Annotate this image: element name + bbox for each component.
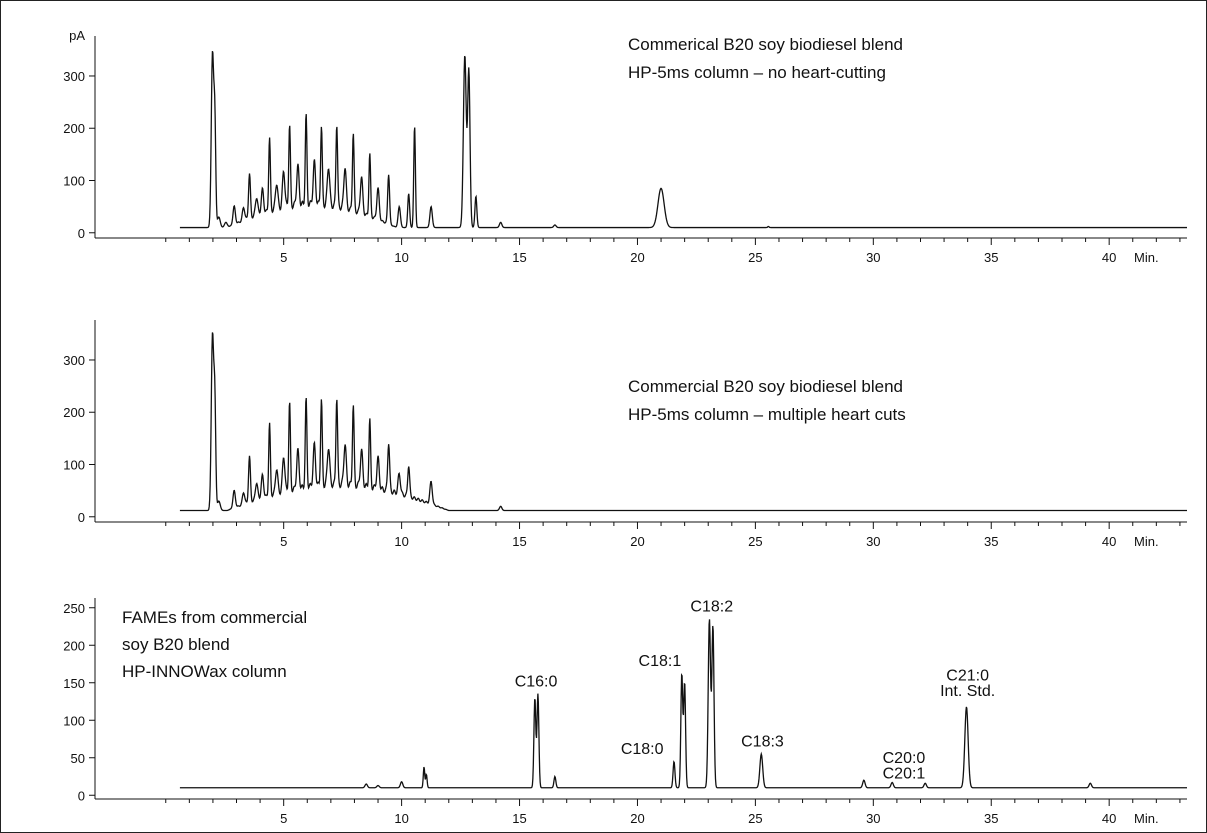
x-tick-label: 40 <box>1102 250 1116 265</box>
y-tick-label: 100 <box>63 174 85 189</box>
y-tick-label: 100 <box>63 458 85 473</box>
panel-annotation: soy B20 blend <box>122 635 230 654</box>
x-tick-label: 25 <box>748 534 762 549</box>
x-tick-label: 5 <box>280 250 287 265</box>
panel-annotation: HP-5ms column – no heart-cutting <box>628 63 886 82</box>
x-tick-label: 10 <box>394 250 408 265</box>
x-tick-label: 30 <box>866 250 880 265</box>
chromatogram-panel-1: 0 100 200 300 pA 5 10 15 20 25 30 35 40 Min. Commerica… <box>63 28 1187 265</box>
y-tick-label: 300 <box>63 353 85 368</box>
x-unit-label: Min. <box>1134 250 1159 265</box>
y-tick-label: 300 <box>63 69 85 84</box>
x-tick-label: 35 <box>984 534 998 549</box>
x-tick-label: 35 <box>984 811 998 826</box>
signal-trace-3 <box>179 619 1187 789</box>
panel-annotation: Commerical B20 soy biodiesel blend <box>628 35 903 54</box>
panel-annotation: HP-INNOWax column <box>122 662 287 681</box>
y-tick-label: 0 <box>78 510 85 525</box>
y-tick-label: 0 <box>78 788 85 803</box>
x-tick-label: 25 <box>748 250 762 265</box>
signal-trace-1 <box>179 50 1187 229</box>
y-tick-label: 200 <box>63 405 85 420</box>
x-tick-label: 20 <box>630 534 644 549</box>
peak-label-c20-0: C20:0 <box>883 750 926 767</box>
peak-label-c20-1: C20:1 <box>883 766 926 783</box>
y-tick-label: 200 <box>63 121 85 136</box>
peak-label-c16-0: C16:0 <box>515 673 558 690</box>
x-unit-label: Min. <box>1134 534 1159 549</box>
x-tick-label: 40 <box>1102 534 1116 549</box>
peak-label-int-std: Int. Std. <box>940 683 995 700</box>
x-unit-label: Min. <box>1134 811 1159 826</box>
y-tick-label: 250 <box>63 601 85 616</box>
peak-label-c18-3: C18:3 <box>741 733 784 750</box>
x-tick-label: 15 <box>512 250 526 265</box>
x-tick-label: 10 <box>394 811 408 826</box>
peak-label-c18-2: C18:2 <box>690 598 733 615</box>
y-tick-label: 0 <box>78 226 85 241</box>
chromatogram-panel-3: 0 50 100 150 200 250 5 10 15 20 25 30 35 40 Min. FAMEs … <box>63 598 1187 826</box>
y-tick-label: 100 <box>63 713 85 728</box>
x-tick-label: 20 <box>630 250 644 265</box>
x-tick-label: 5 <box>280 811 287 826</box>
panel-annotation: FAMEs from commercial <box>122 608 307 627</box>
chromatogram-panel-2: 0 100 200 300 5 10 15 20 25 30 35 40 Min. Commercial … <box>63 320 1187 549</box>
x-tick-label: 35 <box>984 250 998 265</box>
x-tick-label: 25 <box>748 811 762 826</box>
y-tick-label: 150 <box>63 676 85 691</box>
peak-label-c18-1: C18:1 <box>639 653 682 670</box>
x-tick-label: 30 <box>866 534 880 549</box>
x-tick-label: 15 <box>512 811 526 826</box>
x-tick-label: 40 <box>1102 811 1116 826</box>
y-unit-label: pA <box>69 28 85 43</box>
peak-label-c21-0: C21:0 <box>946 667 989 684</box>
x-tick-label: 5 <box>280 534 287 549</box>
y-tick-label: 200 <box>63 638 85 653</box>
panel-annotation: Commercial B20 soy biodiesel blend <box>628 377 903 396</box>
x-tick-label: 30 <box>866 811 880 826</box>
y-tick-label: 50 <box>71 751 85 766</box>
x-tick-label: 10 <box>394 534 408 549</box>
signal-trace-2 <box>179 332 1187 512</box>
x-tick-label: 20 <box>630 811 644 826</box>
peak-label-c18-0: C18:0 <box>621 741 664 758</box>
x-tick-label: 15 <box>512 534 526 549</box>
panel-annotation: HP-5ms column – multiple heart cuts <box>628 405 906 424</box>
